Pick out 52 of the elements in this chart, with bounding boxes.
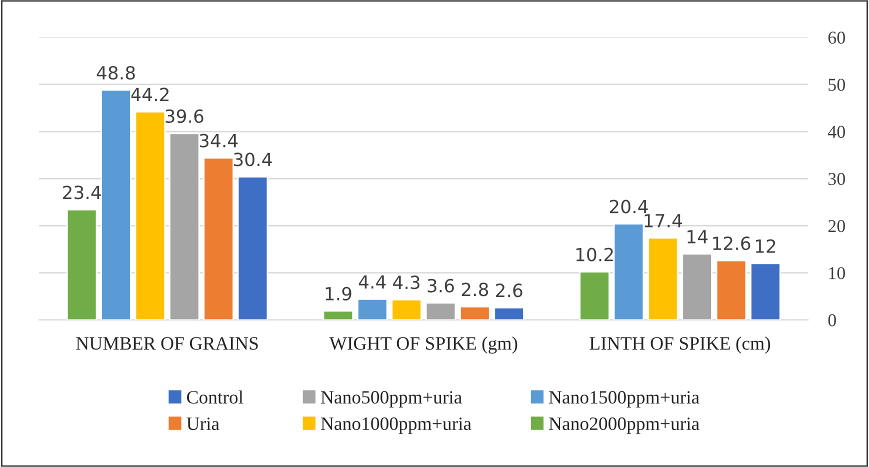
bar [391,298,422,320]
data-label: 3.6 [428,278,454,292]
legend-label: Uria [186,417,220,430]
data-label: 2.6 [496,284,522,298]
y-tick-label: 40 [828,126,845,138]
y-tick-label: 20 [828,220,845,232]
bar [356,298,388,320]
bar [682,253,712,320]
data-label: 4.4 [358,275,386,288]
y-tick-label: 50 [828,78,845,91]
data-label: 17.4 [644,214,682,228]
bar [66,209,98,320]
bar [203,157,234,320]
legend-label: Nano500ppm+uria [320,391,462,408]
data-label: 4.3 [393,276,420,290]
legend-label: Nano1500ppm+uria [549,391,700,408]
data-label: 39.6 [166,109,204,123]
y-tick-label: 30 [828,172,845,186]
bar [237,176,268,320]
bar [100,89,132,320]
y-tick-label: 0 [828,314,836,326]
x-tick-label: LINTH OF SPIKE (cm) [590,336,770,354]
bar [168,132,200,320]
y-tick-label: 60 [828,32,845,44]
bar [134,111,166,320]
legend-label: Nano2000ppm+uria [549,417,700,434]
data-label: 12.6 [713,236,750,250]
data-label: 23.4 [63,186,101,200]
data-label: 20.4 [610,200,648,214]
bar [579,271,610,320]
data-label: 10.2 [576,248,613,262]
bar [425,302,456,320]
bar [494,306,524,320]
bar [750,262,781,320]
x-tick-label: NUMBER OF GRAINS [76,337,258,350]
data-label: 30.4 [234,152,272,166]
bar [716,260,747,320]
x-tick-label: WIGHT OF SPIKE (gm) [329,336,518,354]
legend-label: Control [187,390,244,404]
bar [460,306,490,320]
data-label: 34.4 [200,134,238,148]
data-label: 2.8 [462,282,488,296]
bar [613,223,644,320]
y-tick-label: 10 [829,267,845,280]
bar [322,310,354,320]
data-label: 48.8 [96,66,135,80]
data-label: 14 [688,230,708,244]
data-label: 12 [756,239,776,253]
bar [648,237,678,320]
data-label: 44.2 [130,88,168,102]
data-label: 1.9 [326,286,352,301]
legend-label: Nano1000ppm+uria [320,417,472,434]
